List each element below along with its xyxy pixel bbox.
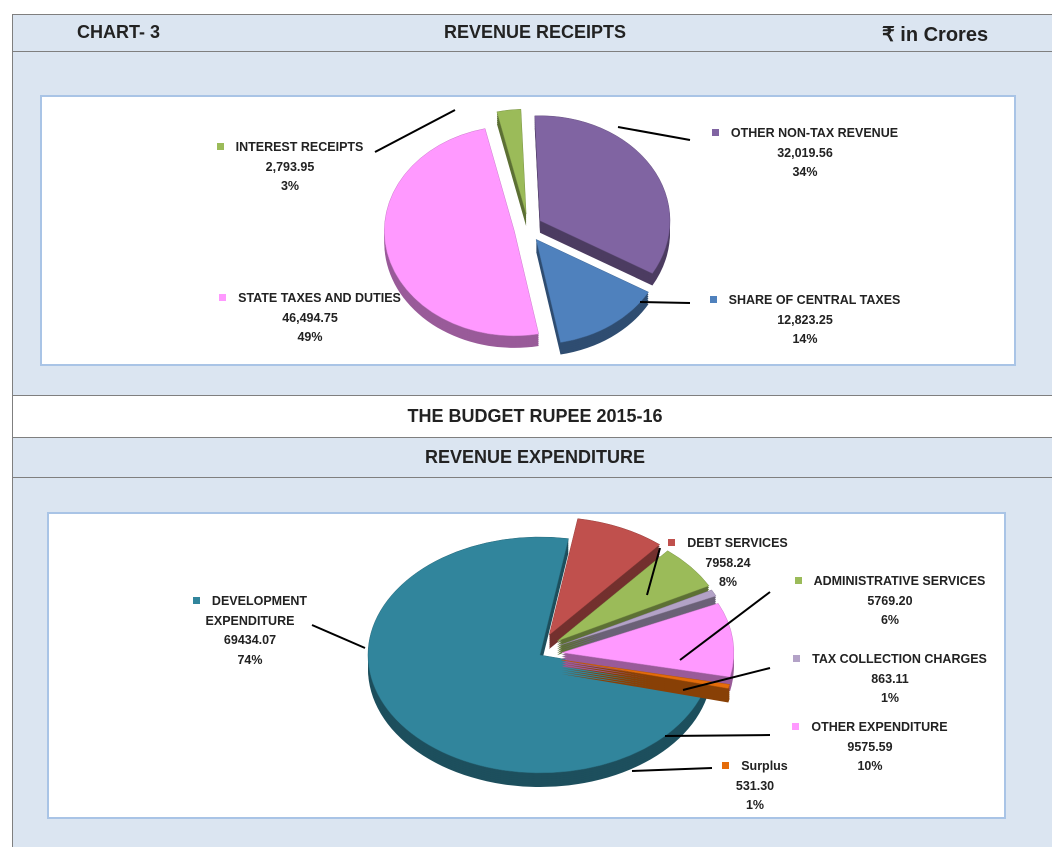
pie-slice bbox=[556, 550, 710, 642]
pie-slice bbox=[561, 603, 735, 678]
legend-marker bbox=[711, 129, 719, 136]
data-label: Surplus 531.30 1% bbox=[705, 757, 805, 816]
data-label: OTHER EXPENDITURE 9575.59 10% bbox=[770, 718, 970, 777]
value-label: 7958.24 bbox=[705, 555, 751, 570]
legend-marker bbox=[219, 294, 227, 301]
leader-line bbox=[639, 301, 691, 304]
category-label: OTHER EXPENDITURE bbox=[811, 720, 948, 734]
data-label: SHARE OF CENTRAL TAXES 12,823.25 14% bbox=[685, 291, 925, 350]
data-label: INTEREST RECEIPTS 2,793.95 3% bbox=[190, 138, 390, 197]
legend-entry: Surplus bbox=[722, 759, 788, 773]
percent-label: 1% bbox=[745, 798, 765, 812]
leader-line bbox=[631, 767, 713, 772]
category-label: ADMINISTRATIVE SERVICES bbox=[813, 574, 986, 588]
data-label: TAX COLLECTION CHARGES 863.11 1% bbox=[780, 650, 1000, 709]
slice-side bbox=[561, 673, 730, 703]
legend-entry: DEBT SERVICES bbox=[668, 536, 788, 550]
slice-side bbox=[561, 671, 730, 701]
value-label: 69434.07 bbox=[223, 633, 277, 647]
data-label: DEVELOPMENT EXPENDITURE 69434.07 74% bbox=[180, 592, 320, 670]
data-label: ADMINISTRATIVE SERVICES 5769.20 6% bbox=[780, 572, 1000, 631]
header-band bbox=[12, 14, 1052, 52]
middle-title: THE BUDGET RUPEE 2015-16 bbox=[407, 406, 663, 426]
legend-entry: INTEREST RECEIPTS bbox=[216, 140, 364, 154]
percent-label: 34% bbox=[792, 165, 818, 179]
percent-label: 49% bbox=[297, 330, 323, 344]
data-label: DEBT SERVICES 7958.24 8% bbox=[648, 534, 808, 593]
value-label: 531.30 bbox=[735, 778, 775, 793]
unit: ₹ in Crores bbox=[882, 24, 989, 46]
category-label: INTEREST RECEIPTS bbox=[235, 140, 364, 154]
leader-line bbox=[679, 591, 771, 661]
pie-slice bbox=[535, 238, 649, 343]
slice-side bbox=[561, 663, 730, 693]
pie-slice bbox=[496, 108, 527, 215]
legend-entry: OTHER EXPENDITURE bbox=[792, 720, 948, 734]
value-label: 32,019.56 bbox=[777, 145, 833, 160]
legend-entry: SHARE OF CENTRAL TAXES bbox=[709, 293, 901, 307]
leader-line bbox=[682, 667, 771, 691]
legend-entry: OTHER NON-TAX REVENUE bbox=[711, 126, 899, 140]
value-label: 5769.20 bbox=[867, 593, 913, 608]
percent-label: 6% bbox=[880, 613, 900, 627]
legend-marker bbox=[794, 577, 802, 584]
legend-entry: DEVELOPMENT EXPENDITURE bbox=[192, 594, 308, 628]
leader-line bbox=[617, 126, 691, 141]
category-label: TAX COLLECTION CHARGES bbox=[812, 652, 987, 666]
value-label: 9575.59 bbox=[847, 739, 893, 754]
category-label: DEBT SERVICES bbox=[687, 536, 788, 550]
legend-marker bbox=[192, 597, 200, 604]
pie-slice bbox=[534, 115, 671, 274]
legend-marker bbox=[722, 762, 730, 769]
legend-marker bbox=[709, 296, 717, 303]
legend-marker bbox=[668, 539, 676, 546]
category-label: STATE TAXES AND DUTIES bbox=[238, 291, 401, 305]
leader-line bbox=[311, 624, 366, 649]
legend-marker bbox=[793, 655, 801, 662]
category-label: DEVELOPMENT EXPENDITURE bbox=[205, 594, 308, 628]
leader-line bbox=[374, 109, 456, 153]
percent-label: 1% bbox=[880, 691, 900, 705]
category-label: SHARE OF CENTRAL TAXES bbox=[728, 293, 901, 307]
leader-line bbox=[646, 547, 661, 596]
leader-line bbox=[664, 734, 771, 737]
middle-band bbox=[12, 395, 1052, 437]
percent-label: 74% bbox=[237, 652, 263, 667]
pie-slice bbox=[559, 589, 717, 646]
slice-side bbox=[561, 661, 730, 691]
chart-title: REVENUE RECEIPTS bbox=[443, 22, 627, 42]
data-label: STATE TAXES AND DUTIES 46,494.75 49% bbox=[195, 289, 425, 348]
percent-label: 8% bbox=[718, 575, 738, 589]
chart-title: REVENUE EXPENDITURE bbox=[424, 447, 646, 467]
legend-entry: STATE TAXES AND DUTIES bbox=[219, 291, 401, 305]
slice-side bbox=[561, 665, 730, 695]
slice-side bbox=[561, 669, 730, 699]
value-label: 12,823.25 bbox=[777, 312, 833, 327]
pie-slice bbox=[384, 128, 540, 337]
data-label: OTHER NON-TAX REVENUE 32,019.56 34% bbox=[685, 124, 925, 183]
pie-slice bbox=[367, 536, 708, 774]
legend-entry: TAX COLLECTION CHARGES bbox=[793, 652, 987, 666]
chart-number: CHART- 3 bbox=[77, 22, 161, 42]
value-label: 2,793.95 bbox=[265, 159, 315, 174]
value-label: 863.11 bbox=[871, 671, 909, 686]
percent-label: 14% bbox=[792, 332, 818, 346]
percent-label: 3% bbox=[280, 179, 300, 193]
value-label: 46,494.75 bbox=[282, 310, 338, 325]
category-label: Surplus bbox=[741, 759, 788, 773]
pie-slice bbox=[561, 659, 731, 689]
header-band-2 bbox=[12, 437, 1052, 478]
legend-marker bbox=[216, 143, 224, 150]
pie-slice bbox=[548, 518, 661, 636]
category-label: OTHER NON-TAX REVENUE bbox=[730, 126, 899, 140]
legend-entry: ADMINISTRATIVE SERVICES bbox=[794, 574, 986, 588]
percent-label: 10% bbox=[857, 759, 883, 773]
legend-marker bbox=[792, 723, 800, 730]
